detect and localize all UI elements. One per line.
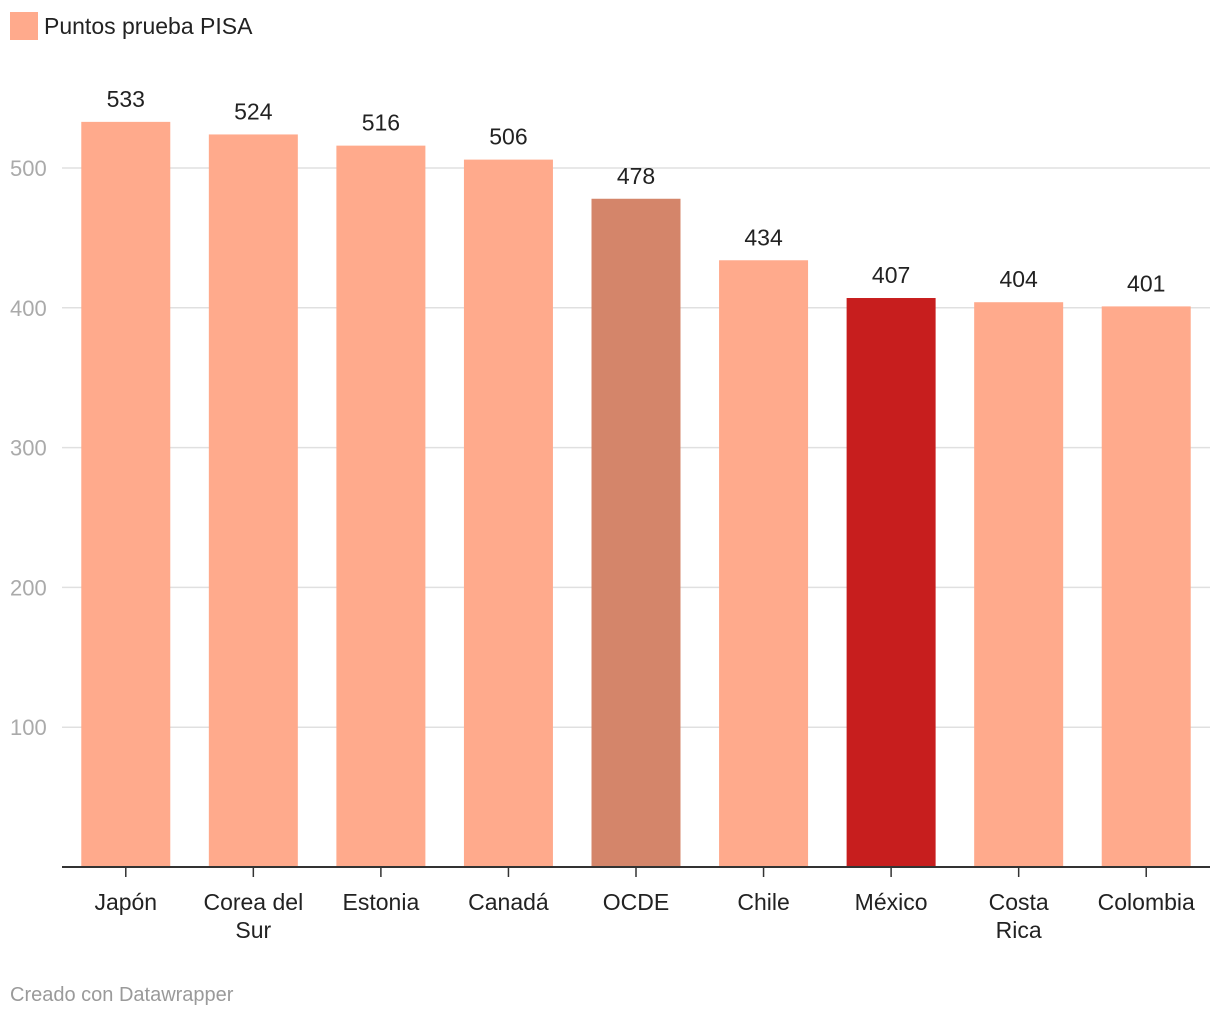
legend-swatch (10, 12, 38, 40)
x-tick-label: Colombia (1098, 889, 1195, 915)
data-label: 404 (999, 266, 1038, 292)
x-tick-label: Chile (737, 889, 789, 915)
x-tick-label: Estonia (343, 889, 420, 915)
bar (208, 134, 298, 867)
bar (846, 298, 936, 867)
data-label: 434 (744, 224, 783, 250)
bar (974, 302, 1064, 867)
data-label: 516 (362, 110, 400, 136)
bar (591, 198, 681, 868)
x-tick-label: Japón (94, 889, 157, 915)
legend-label: Puntos prueba PISA (44, 12, 253, 39)
bar (81, 121, 171, 868)
x-tick-label: Canadá (468, 889, 549, 915)
bar (336, 145, 426, 867)
y-tick-label: 500 (10, 156, 47, 181)
x-tick-label: OCDE (603, 889, 669, 915)
legend: Puntos prueba PISA (10, 12, 252, 40)
x-tick-label: Costa (989, 889, 1049, 915)
y-tick-label: 400 (10, 296, 47, 321)
data-label: 478 (617, 163, 655, 189)
y-tick-label: 200 (10, 575, 47, 600)
data-label: 524 (234, 98, 273, 124)
x-tick-label: Corea del (203, 889, 303, 915)
bar (1101, 306, 1191, 868)
x-tick-label: México (855, 889, 928, 915)
y-tick-label: 300 (10, 436, 47, 461)
credit-text: Creado con Datawrapper (10, 984, 234, 1006)
bar (719, 260, 809, 867)
x-tick-label: Sur (235, 917, 271, 943)
x-tick-label: Rica (996, 917, 1042, 943)
data-label: 401 (1127, 270, 1165, 296)
data-label: 533 (107, 86, 145, 112)
data-label: 407 (872, 262, 910, 288)
bar (463, 159, 553, 867)
y-tick-label: 100 (10, 715, 47, 740)
data-label: 506 (489, 124, 527, 150)
